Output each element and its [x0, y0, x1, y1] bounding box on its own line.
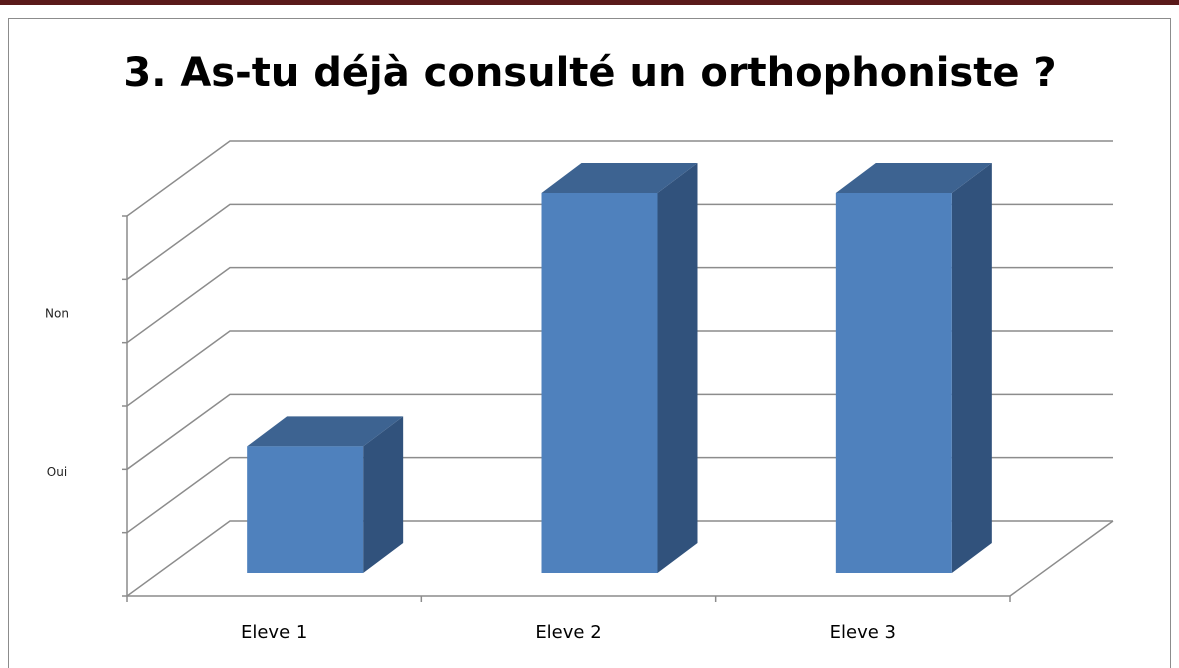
grid-line: [126, 520, 1113, 597]
bar-top: [835, 163, 992, 193]
bar-top: [541, 163, 698, 193]
bar-side: [363, 416, 404, 573]
bar-side: [657, 163, 698, 573]
grid-line: [126, 140, 1113, 217]
bar-top: [247, 416, 404, 447]
grid-line: [126, 456, 1113, 534]
bar: [247, 446, 364, 573]
grid-line: [126, 266, 1113, 344]
x-tick-label: Eleve 3: [830, 622, 896, 643]
bar: [541, 193, 658, 573]
bar: [835, 193, 952, 573]
x-tick-label: Eleve 1: [241, 622, 307, 643]
chart-title: 3. As-tu déjà consulté un orthophoniste …: [123, 50, 1056, 96]
grid-line: [126, 203, 1113, 280]
chart-frame: [8, 18, 1171, 668]
floor-edge: [1009, 520, 1114, 597]
top-border: [0, 0, 1179, 5]
y-tick-label: Non: [45, 307, 69, 321]
bar-side: [951, 163, 992, 573]
y-tick-label: Oui: [47, 465, 67, 479]
grid-line: [126, 393, 1113, 470]
grid-line: [126, 330, 1113, 407]
x-tick-label: Eleve 2: [535, 622, 601, 643]
